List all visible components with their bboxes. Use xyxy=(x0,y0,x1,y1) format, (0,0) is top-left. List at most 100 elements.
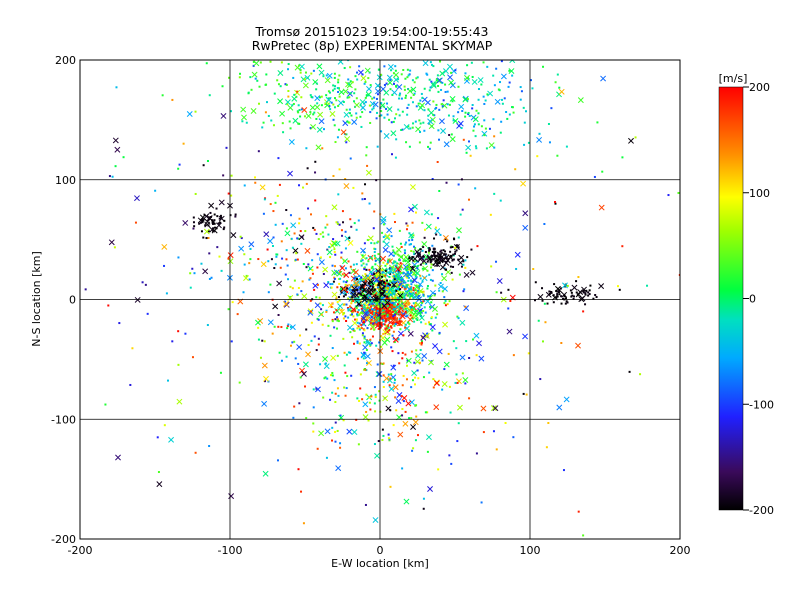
data-point xyxy=(201,218,204,221)
data-point-cross xyxy=(561,291,568,298)
data-point xyxy=(477,98,480,101)
data-point xyxy=(393,302,396,305)
data-point xyxy=(360,323,363,326)
data-point xyxy=(420,92,423,95)
data-point xyxy=(344,394,347,397)
data-point xyxy=(320,104,323,107)
data-point xyxy=(486,65,489,68)
data-point xyxy=(419,99,422,102)
data-point xyxy=(410,417,413,420)
data-point xyxy=(414,246,417,249)
data-point xyxy=(277,157,280,160)
data-point xyxy=(444,304,447,307)
data-point xyxy=(299,69,302,72)
data-point xyxy=(144,283,147,286)
data-point xyxy=(305,266,308,269)
y-tick-label: 0 xyxy=(69,294,76,307)
data-point xyxy=(555,296,558,299)
data-point xyxy=(208,94,211,97)
data-point-cross xyxy=(392,336,399,343)
data-point-cross xyxy=(369,100,376,107)
data-point xyxy=(446,240,449,243)
data-point xyxy=(315,117,318,120)
data-point xyxy=(401,357,404,360)
data-point xyxy=(287,90,290,93)
data-point xyxy=(336,429,339,432)
data-point xyxy=(365,268,368,271)
data-point xyxy=(401,351,404,354)
data-point xyxy=(393,286,396,289)
data-point xyxy=(412,245,415,248)
data-point-cross xyxy=(520,180,527,187)
data-point xyxy=(304,385,307,388)
data-point xyxy=(182,142,185,145)
data-point xyxy=(420,304,423,307)
plot-frame xyxy=(79,59,681,540)
data-point-cross xyxy=(331,204,338,211)
data-point xyxy=(146,312,149,315)
data-point xyxy=(349,351,352,354)
data-point xyxy=(426,411,429,414)
data-point xyxy=(406,224,409,227)
data-point xyxy=(177,256,180,259)
data-point xyxy=(422,507,425,510)
data-point xyxy=(201,219,204,222)
data-point-cross xyxy=(299,367,305,374)
data-point xyxy=(238,381,241,384)
data-point xyxy=(373,257,376,260)
data-points xyxy=(84,60,680,537)
data-point xyxy=(407,284,410,287)
data-point xyxy=(218,217,221,220)
data-point xyxy=(405,284,408,287)
data-point-cross xyxy=(395,246,402,253)
data-point xyxy=(322,273,325,276)
data-point xyxy=(402,281,405,284)
data-point xyxy=(395,285,398,288)
data-point-cross xyxy=(262,470,269,477)
data-point xyxy=(271,332,274,335)
data-point xyxy=(388,118,391,121)
data-point xyxy=(484,99,487,102)
data-point xyxy=(467,111,470,114)
data-point xyxy=(331,374,334,377)
data-point xyxy=(414,120,417,123)
data-point xyxy=(254,77,257,80)
data-point-cross xyxy=(362,401,369,408)
data-point xyxy=(466,76,469,79)
data-point xyxy=(320,308,323,311)
data-point-cross xyxy=(388,386,395,392)
data-point xyxy=(398,114,401,117)
data-point-cross xyxy=(387,63,394,70)
data-point xyxy=(520,90,523,93)
data-point-cross xyxy=(351,320,358,327)
data-point xyxy=(364,101,367,104)
data-point xyxy=(394,396,397,399)
data-point-cross xyxy=(405,357,412,364)
data-point xyxy=(356,278,359,281)
data-point xyxy=(483,119,486,122)
data-point-cross xyxy=(161,243,168,250)
data-point xyxy=(475,109,478,112)
data-point xyxy=(433,237,436,240)
data-point-cross xyxy=(379,296,386,302)
data-point xyxy=(366,274,369,277)
data-point xyxy=(191,356,194,359)
data-point-cross xyxy=(267,238,274,245)
data-point xyxy=(393,341,396,344)
data-point-cross xyxy=(298,63,305,70)
data-point xyxy=(363,341,366,344)
data-point xyxy=(212,221,215,224)
data-point xyxy=(569,289,572,292)
data-point xyxy=(344,315,347,318)
data-point xyxy=(252,64,255,67)
data-point xyxy=(383,116,386,119)
data-point xyxy=(363,242,366,245)
data-point xyxy=(390,69,393,72)
data-point xyxy=(370,257,373,260)
data-point xyxy=(451,246,454,249)
data-point xyxy=(338,87,341,90)
data-point xyxy=(393,290,396,293)
data-point xyxy=(382,98,385,101)
data-point xyxy=(450,71,453,74)
data-point-cross xyxy=(452,118,459,124)
